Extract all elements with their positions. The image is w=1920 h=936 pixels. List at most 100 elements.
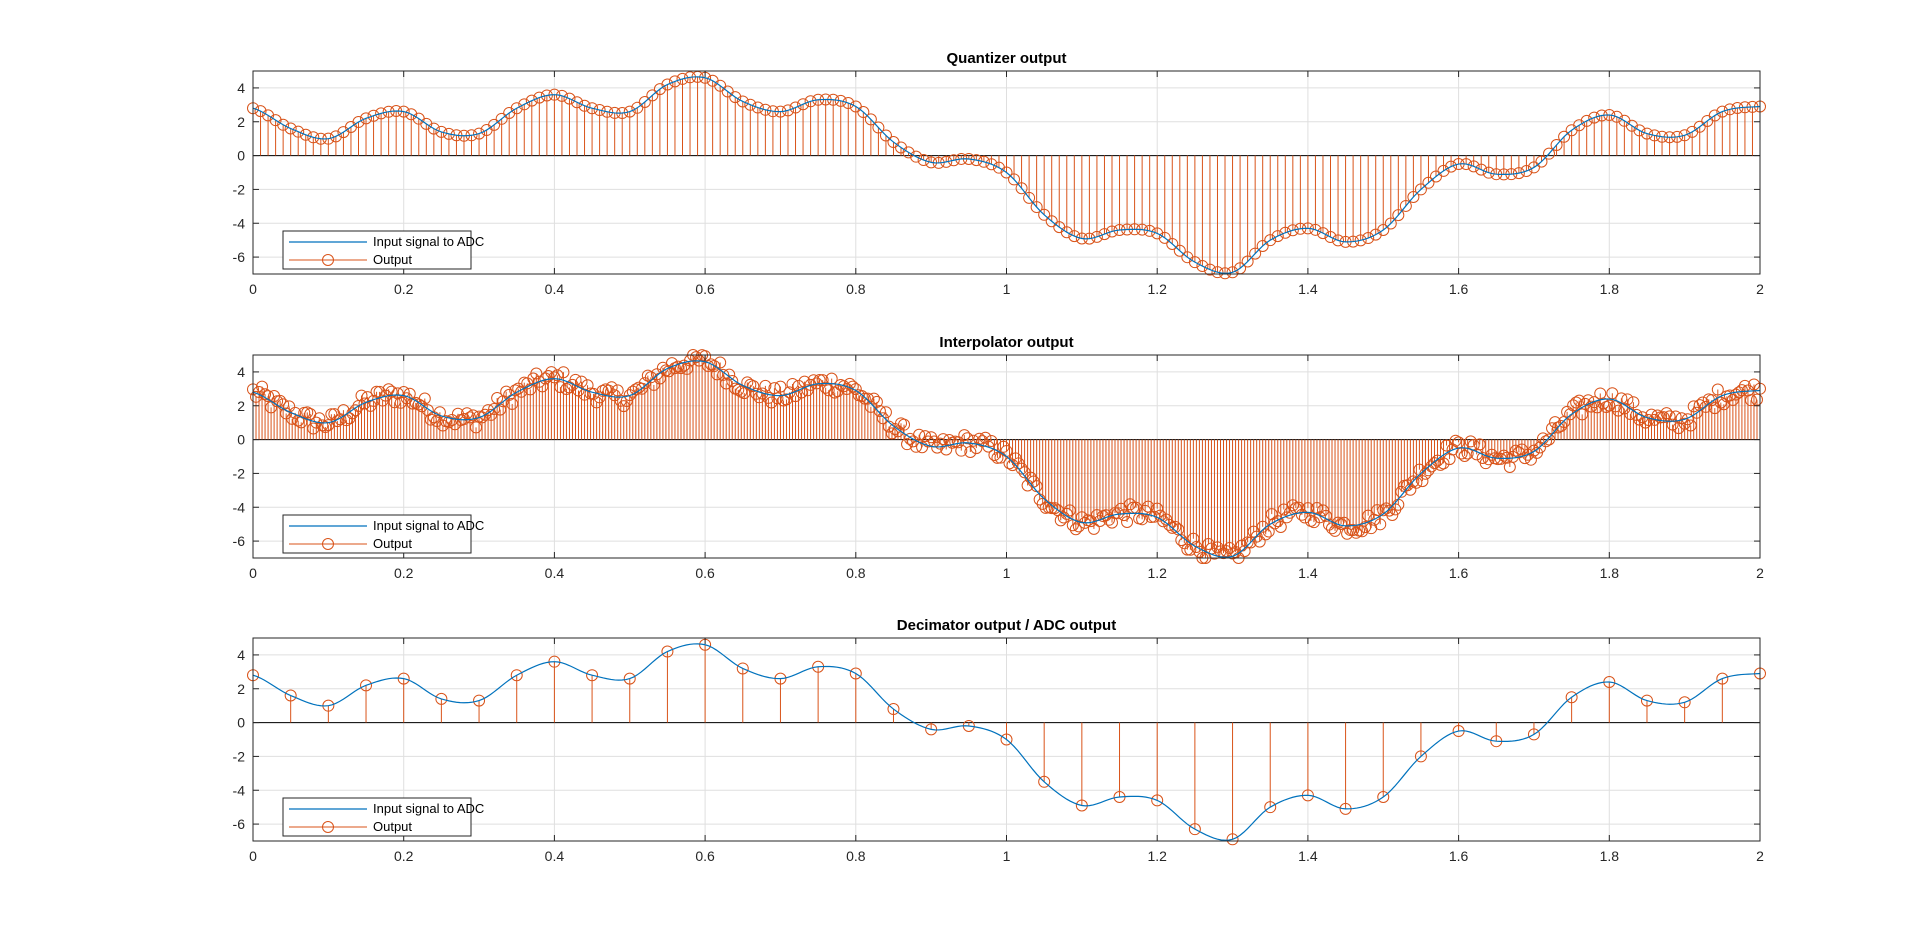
output-marker <box>361 391 374 404</box>
output-marker <box>714 356 727 369</box>
output-marker <box>1072 520 1085 533</box>
x-tick-label: 1.4 <box>1298 848 1318 864</box>
output-marker <box>1591 401 1604 414</box>
x-tick-label: 1.2 <box>1147 281 1167 297</box>
output-marker <box>1657 411 1670 424</box>
output-marker <box>940 155 953 168</box>
output-marker <box>744 98 757 111</box>
output-marker <box>1241 255 1254 268</box>
output-marker <box>1118 509 1131 522</box>
chart-title: Decimator output / ADC output <box>897 617 1116 634</box>
output-marker <box>1588 111 1601 124</box>
subplot-2: 0 0.2 0.4 0.6 0.8 1 1.2 1.4 1.6 1.8 2 4 2 0 -2 -4 -6 Inte… <box>233 334 1766 581</box>
y-tick-label: 2 <box>237 398 245 414</box>
output-marker <box>1669 410 1682 423</box>
output-marker <box>360 679 373 692</box>
output-marker <box>774 380 787 393</box>
output-marker <box>979 431 992 444</box>
x-tick-label: 2 <box>1756 281 1764 297</box>
output-marker <box>1211 266 1224 279</box>
output-marker <box>1678 129 1691 142</box>
output-marker <box>819 381 832 394</box>
x-tick-label: 1.4 <box>1298 281 1318 297</box>
output-marker <box>1362 232 1375 245</box>
y-tick-label: -6 <box>233 249 246 265</box>
y-tick-label: -6 <box>233 816 246 832</box>
output-marker <box>1121 516 1134 529</box>
output-marker <box>1344 523 1357 536</box>
output-marker <box>375 107 388 120</box>
output-marker <box>500 385 513 398</box>
y-tick-label: -2 <box>233 465 246 481</box>
output-marker <box>1295 508 1308 521</box>
output-marker <box>1386 508 1399 521</box>
output-marker <box>542 369 555 382</box>
output-marker <box>961 432 974 445</box>
output-marker <box>947 154 960 167</box>
output-marker <box>970 154 983 167</box>
output-marker <box>412 398 425 411</box>
legend-input-label: Input signal to ADC <box>373 518 484 533</box>
output-marker <box>1286 499 1299 512</box>
y-tick-label: -4 <box>233 215 246 231</box>
output-marker <box>1301 502 1314 515</box>
output-marker <box>1045 215 1058 228</box>
output-marker <box>747 380 760 393</box>
output-marker <box>1371 504 1384 517</box>
output-marker <box>284 689 297 702</box>
output-marker <box>1048 502 1061 515</box>
output-marker <box>358 397 371 410</box>
output-marker <box>307 422 320 435</box>
output-marker <box>1226 266 1239 279</box>
output-marker <box>1580 114 1593 127</box>
output-marker <box>797 98 810 111</box>
output-marker <box>1069 523 1082 536</box>
output-marker <box>1699 400 1712 413</box>
y-tick-label: 2 <box>237 114 245 130</box>
output-marker <box>1359 521 1372 534</box>
output-marker <box>1705 394 1718 407</box>
output-marker <box>435 125 448 138</box>
output-marker <box>1384 217 1397 230</box>
x-tick-label: 0.2 <box>394 565 414 581</box>
output-marker <box>1681 413 1694 426</box>
output-marker <box>1527 728 1540 741</box>
output-marker <box>1241 536 1254 549</box>
output-marker <box>1023 191 1036 204</box>
output-marker <box>736 95 749 108</box>
output-marker <box>732 383 745 396</box>
output-marker <box>1540 435 1553 448</box>
output-marker <box>460 407 473 420</box>
output-marker <box>1060 507 1073 520</box>
output-marker <box>319 421 332 434</box>
output-marker <box>415 400 428 413</box>
output-marker <box>1431 454 1444 467</box>
output-marker <box>435 692 448 705</box>
legend-output-marker <box>322 254 334 266</box>
output-marker <box>967 434 980 447</box>
x-tick-label: 0.6 <box>695 281 715 297</box>
y-tick-label: 4 <box>237 647 245 663</box>
legend-box <box>282 514 472 554</box>
output-marker <box>557 366 570 379</box>
output-marker <box>518 98 531 111</box>
output-marker <box>307 131 320 144</box>
output-marker <box>548 371 561 384</box>
output-marker <box>1570 396 1583 409</box>
output-marker <box>510 669 523 682</box>
output-marker <box>578 99 591 112</box>
output-marker <box>1143 224 1156 237</box>
output-marker <box>1518 452 1531 465</box>
output-marker <box>1437 457 1450 470</box>
output-marker <box>1256 520 1269 533</box>
output-marker <box>861 392 874 405</box>
output-marker <box>1582 394 1595 407</box>
output-marker <box>1573 119 1586 132</box>
legend: Input signal to ADC Output <box>282 230 484 270</box>
output-marker <box>572 384 585 397</box>
output-marker <box>284 122 297 135</box>
output-marker <box>1324 231 1337 244</box>
output-marker <box>813 374 826 387</box>
output-marker <box>1497 449 1510 462</box>
output-marker <box>1690 406 1703 419</box>
